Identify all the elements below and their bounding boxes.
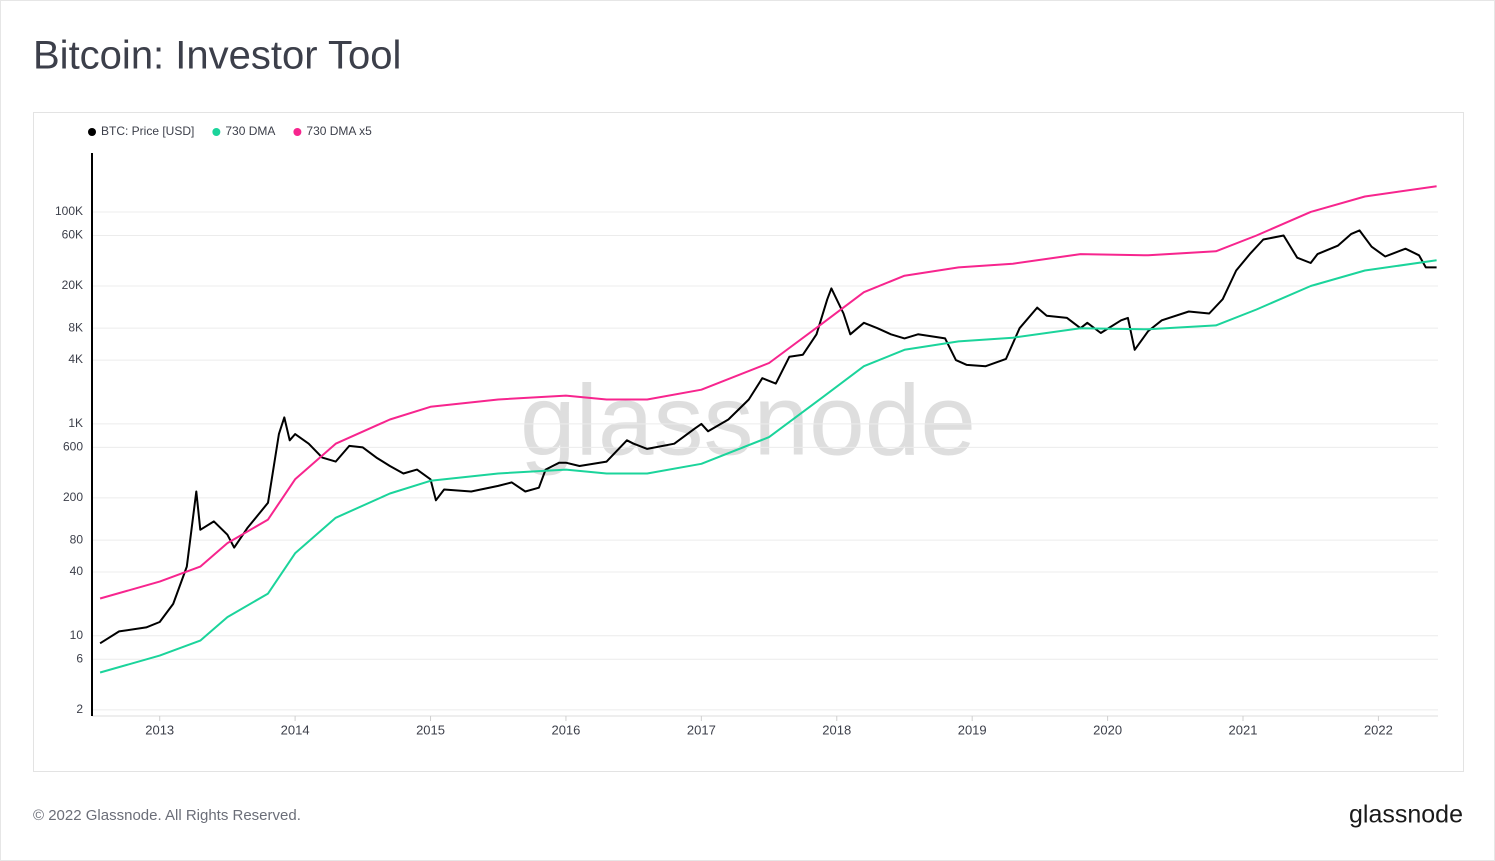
y-tick-label: 100K [55,204,83,218]
x-tick-label: 2018 [822,722,851,737]
x-tick-label: 2016 [551,722,580,737]
y-tick-label: 2 [76,702,83,716]
legend-marker [293,128,302,136]
series-line [99,259,1437,674]
legend-label: 730 DMA [225,124,275,138]
series-line [99,185,1437,600]
y-tick-label: 10 [70,628,84,642]
y-tick-label: 80 [70,532,84,546]
y-tick-label: 60K [62,228,83,242]
x-tick-label: 2013 [145,722,174,737]
legend-marker [212,128,221,136]
x-tick-label: 2022 [1364,722,1393,737]
y-tick-label: 40 [70,564,84,578]
y-tick-label: 600 [63,440,83,454]
legend-label: BTC: Price [USD] [101,124,194,138]
chart-title: Bitcoin: Investor Tool [33,34,401,78]
logo: glassnode [1349,801,1463,829]
series-line [99,229,1437,645]
x-tick-label: 2020 [1093,722,1122,737]
y-tick-label: 1K [68,416,83,430]
y-tick-label: 4K [68,352,83,366]
x-tick-label: 2021 [1229,722,1258,737]
watermark: glassnode [520,364,976,476]
y-tick-label: 6 [76,651,83,665]
footer: © 2022 Glassnode. All Rights Reserved. [33,807,301,824]
x-tick-label: 2015 [416,722,445,737]
x-tick-label: 2019 [958,722,987,737]
y-tick-label: 200 [63,490,83,504]
panel [33,112,1464,772]
legend-label: 730 DMA x5 [306,124,372,138]
x-tick-label: 2014 [281,722,310,737]
y-tick-label: 20K [62,278,83,292]
legend-marker [88,128,96,136]
y-tick-label: 8K [68,320,83,334]
x-tick-label: 2017 [687,722,716,737]
